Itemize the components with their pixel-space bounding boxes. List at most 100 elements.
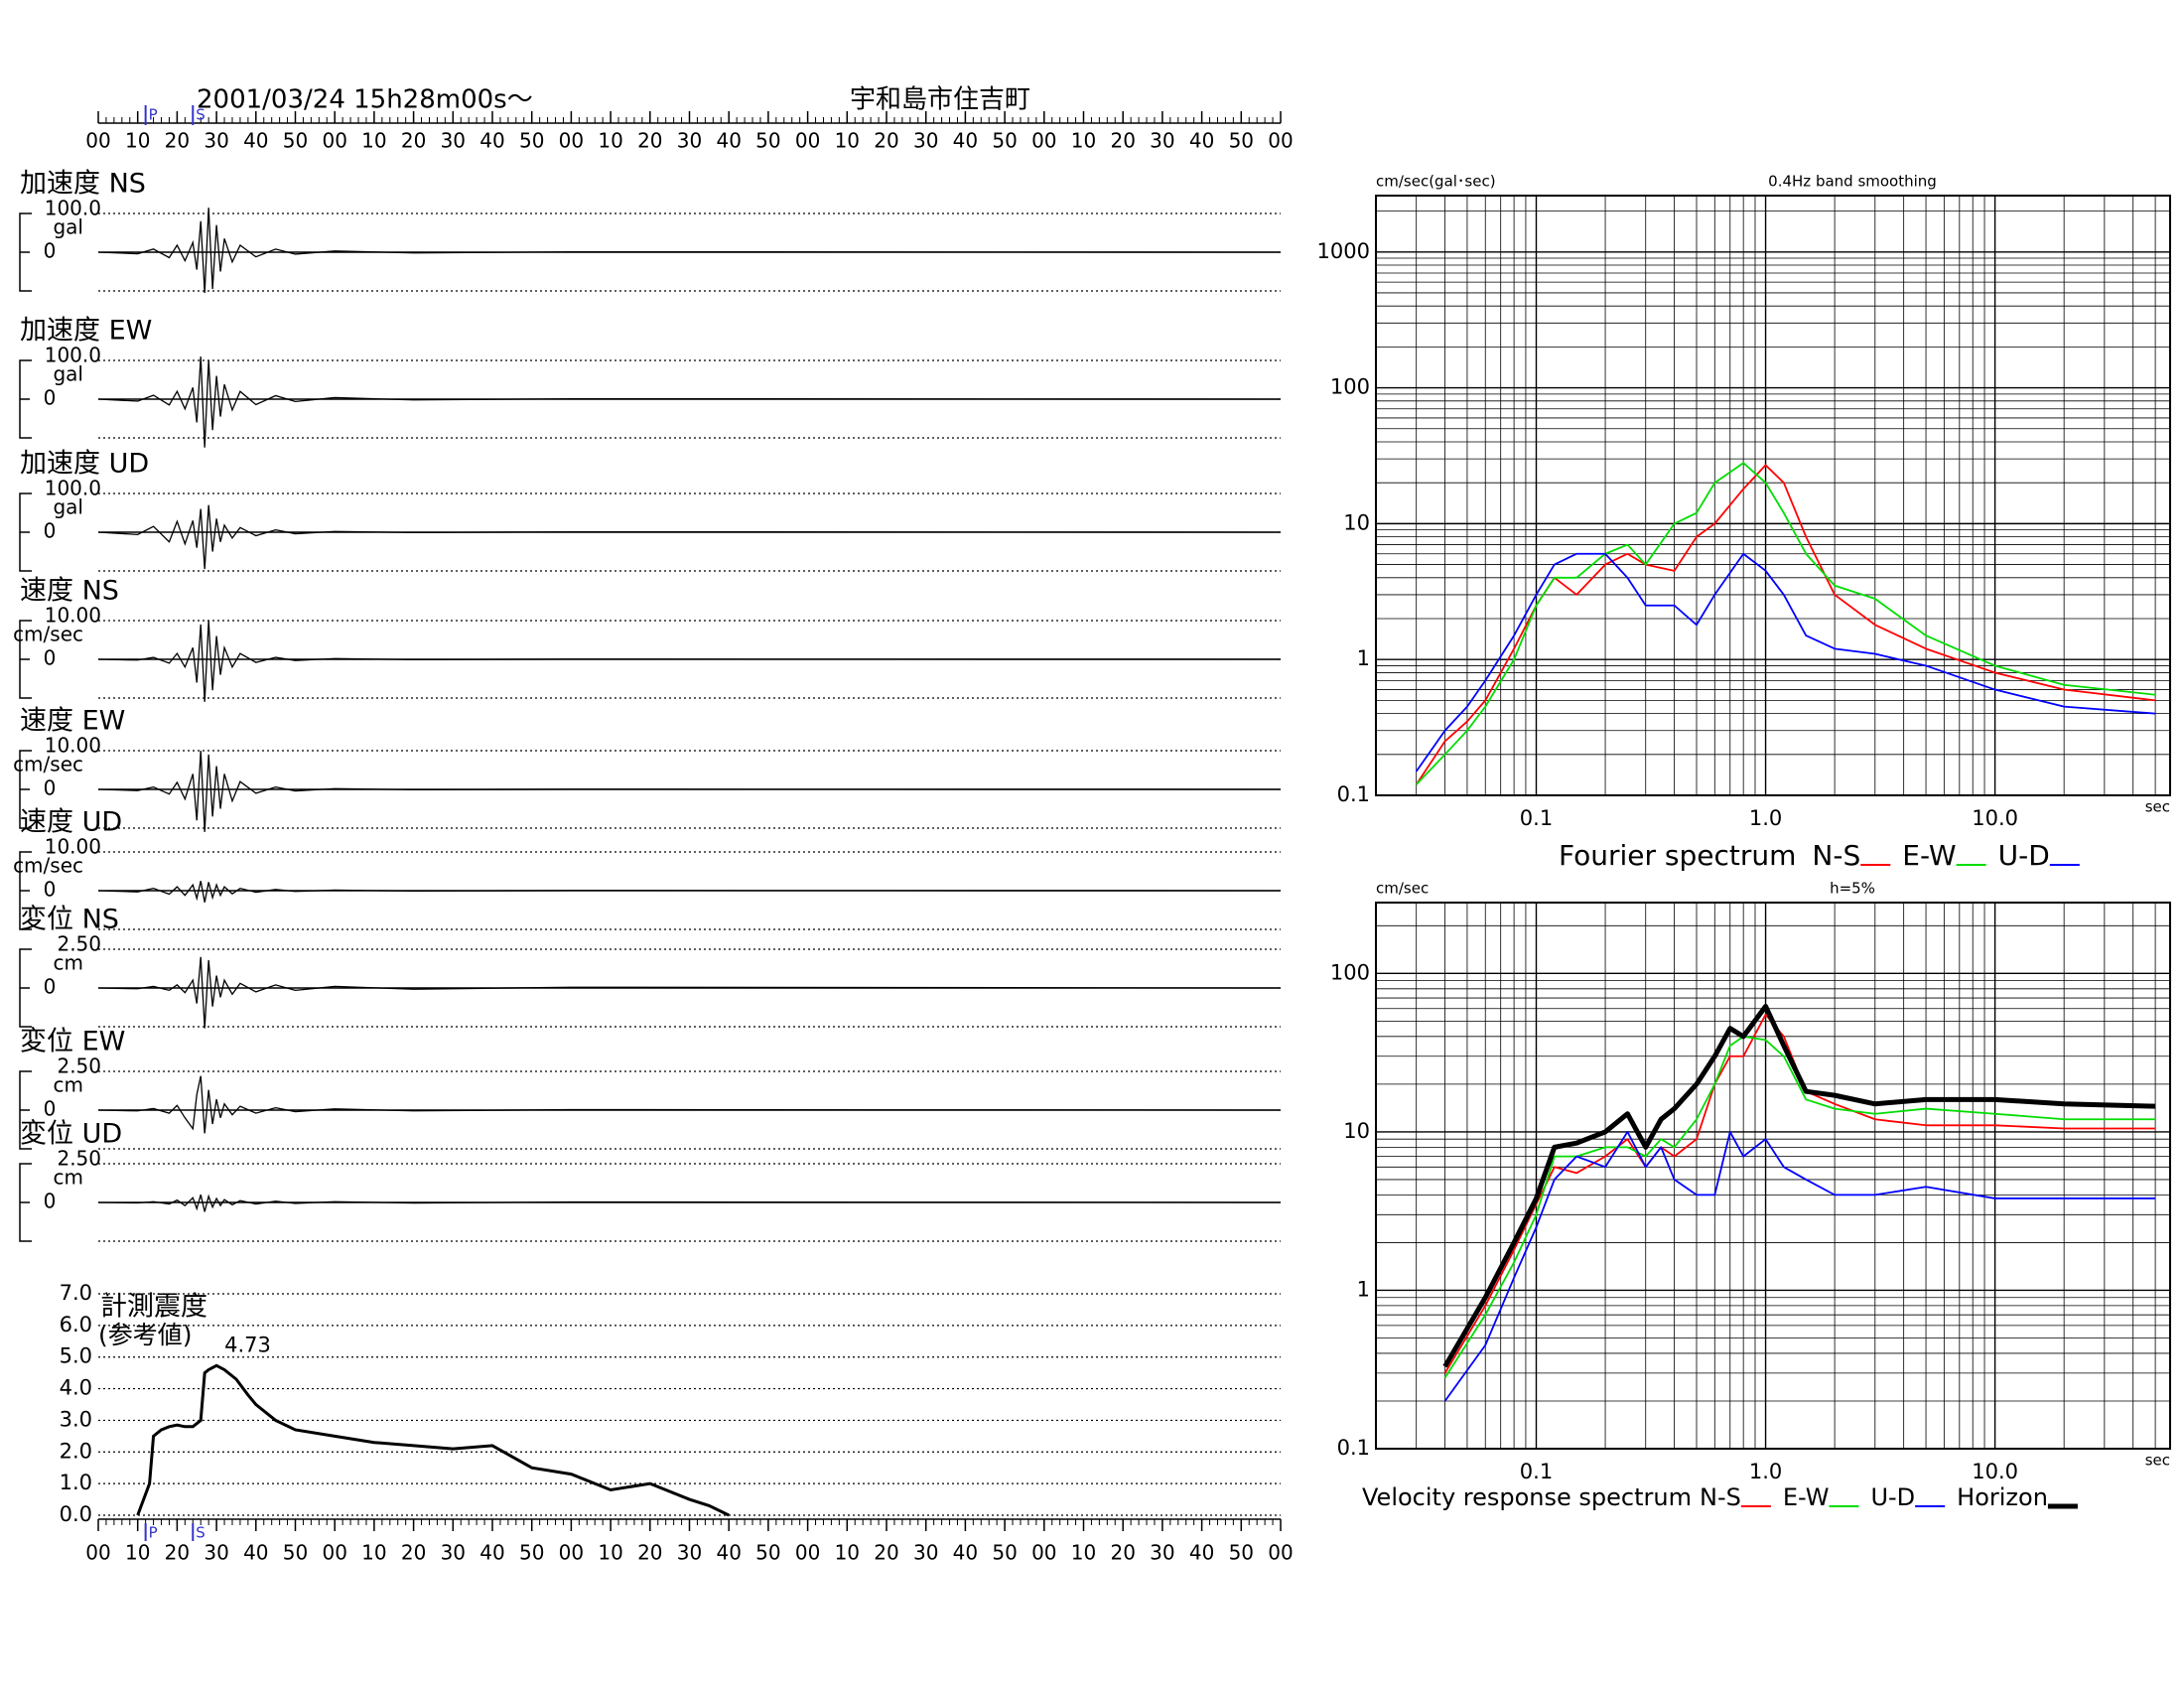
phase-label: S xyxy=(196,106,205,124)
y-tick-label: 0 xyxy=(44,975,57,999)
trace-label: 速度 NS xyxy=(20,576,119,607)
y-tick-label: 10 xyxy=(1343,1119,1370,1143)
y-tick-label: 0 xyxy=(44,878,57,902)
x-tick-label: 30 xyxy=(441,129,466,153)
legend-label: U-D xyxy=(1998,839,2050,872)
x-tick-label: 50 xyxy=(519,129,544,153)
x-tick-label: 00 xyxy=(1031,1541,1056,1565)
x-tick-label: 50 xyxy=(1229,1541,1254,1565)
spectrum-line xyxy=(1442,1003,2156,1368)
x-tick-label: 30 xyxy=(913,129,938,153)
y-tick-label: 0 xyxy=(44,1190,57,1213)
unit-label: gal xyxy=(53,495,83,519)
x-tick-label: 1.0 xyxy=(1749,1460,1782,1483)
x-tick-label: 1.0 xyxy=(1749,806,1782,830)
trace-label: 変位 EW xyxy=(20,1027,125,1057)
y-tick-label: 0 xyxy=(44,1097,57,1121)
x-tick-label: 30 xyxy=(1150,129,1174,153)
x-axis-label: sec xyxy=(2145,1452,2170,1470)
phase-label: P xyxy=(149,106,158,124)
intensity-title: 計測震度 xyxy=(100,1292,207,1323)
x-tick-label: 50 xyxy=(1229,129,1254,153)
y-axis-label: cm/sec xyxy=(1376,880,1429,898)
x-tick-label: 30 xyxy=(441,1541,466,1565)
trace-bracket xyxy=(19,1163,32,1242)
x-tick-label: 30 xyxy=(677,1541,702,1565)
y-tick-label: 10.00 xyxy=(45,734,101,758)
y-tick-label: 100.0 xyxy=(45,344,101,367)
x-tick-label: 10 xyxy=(361,129,386,153)
x-tick-label: 20 xyxy=(401,1541,426,1565)
legend-label: N-S xyxy=(1700,1483,1741,1511)
x-tick-label: 10 xyxy=(125,1541,150,1565)
x-tick-label: 40 xyxy=(716,129,741,153)
y-tick-label: 1 xyxy=(1357,1277,1370,1301)
x-tick-label: 00 xyxy=(1031,129,1056,153)
waveform xyxy=(97,208,1282,293)
y-tick-label: 2.50 xyxy=(57,932,101,956)
y-tick-label: 2.50 xyxy=(57,1147,101,1171)
legend-title: Fourier spectrum xyxy=(1559,839,1796,872)
y-tick-label: 0 xyxy=(44,239,57,263)
y-tick-label: 100.0 xyxy=(45,197,101,220)
legend-label: U-D xyxy=(1870,1483,1915,1511)
y-axis-label: cm/sec(gal･sec) xyxy=(1376,173,1496,191)
intensity-subtitle: (参考値) xyxy=(98,1321,193,1349)
trace-bracket xyxy=(19,750,32,829)
waveform xyxy=(97,620,1282,702)
spectrum-line xyxy=(1416,462,2156,785)
y-tick-label: 0 xyxy=(44,519,57,543)
y-tick-label: 1000 xyxy=(1317,239,1370,263)
peak-label: 4.73 xyxy=(224,1333,271,1356)
y-tick-label: 0 xyxy=(44,776,57,800)
intensity-line xyxy=(136,1363,730,1517)
y-tick-label: 0.1 xyxy=(1337,1436,1370,1460)
x-axis-label: sec xyxy=(2145,798,2170,816)
x-tick-label: 40 xyxy=(243,129,268,153)
y-tick-label: 6.0 xyxy=(60,1313,92,1336)
x-tick-label: 20 xyxy=(1110,129,1135,153)
x-tick-label: 40 xyxy=(953,1541,978,1565)
unit-label: cm/sec xyxy=(13,753,83,776)
y-tick-label: 0.0 xyxy=(60,1502,92,1526)
legend-label: Horizon xyxy=(1957,1483,2048,1511)
y-tick-label: 5.0 xyxy=(60,1344,92,1368)
trace-label: 変位 UD xyxy=(20,1119,122,1150)
x-tick-label: 00 xyxy=(1268,129,1293,153)
x-tick-label: 40 xyxy=(479,129,504,153)
x-tick-label: 00 xyxy=(322,129,346,153)
x-tick-label: 00 xyxy=(322,1541,346,1565)
x-tick-label: 20 xyxy=(401,129,426,153)
x-tick-label: 00 xyxy=(559,1541,584,1565)
legend-title: Velocity response spectrum xyxy=(1362,1483,1692,1511)
spectrum-line xyxy=(1443,1013,2156,1374)
y-tick-label: 1 xyxy=(1357,646,1370,670)
y-tick-label: 3.0 xyxy=(60,1407,92,1431)
x-tick-label: 20 xyxy=(165,1541,190,1565)
y-tick-label: 4.0 xyxy=(60,1376,92,1400)
y-tick-label: 0 xyxy=(44,386,57,410)
unit-label: cm/sec xyxy=(13,854,83,878)
unit-label: gal xyxy=(53,215,83,239)
x-tick-label: 40 xyxy=(243,1541,268,1565)
x-tick-label: 50 xyxy=(519,1541,544,1565)
x-tick-label: 30 xyxy=(204,1541,228,1565)
phase-label: P xyxy=(149,1524,158,1542)
x-tick-label: 20 xyxy=(874,129,898,153)
y-tick-label: 2.50 xyxy=(57,1055,101,1078)
waveform xyxy=(97,1194,1282,1212)
trace-bracket xyxy=(19,1070,32,1150)
x-tick-label: 10 xyxy=(598,129,622,153)
trace-label: 変位 NS xyxy=(20,905,119,935)
unit-label: cm xyxy=(54,1073,83,1097)
x-tick-label: 10.0 xyxy=(1972,806,2018,830)
x-tick-label: 40 xyxy=(716,1541,741,1565)
x-tick-label: 30 xyxy=(677,129,702,153)
trace-label: 加速度 UD xyxy=(20,449,149,480)
waveform xyxy=(97,356,1282,448)
x-tick-label: 40 xyxy=(1189,1541,1214,1565)
trace-bracket xyxy=(19,620,32,699)
waveform xyxy=(97,750,1282,832)
x-tick-label: 00 xyxy=(795,129,820,153)
